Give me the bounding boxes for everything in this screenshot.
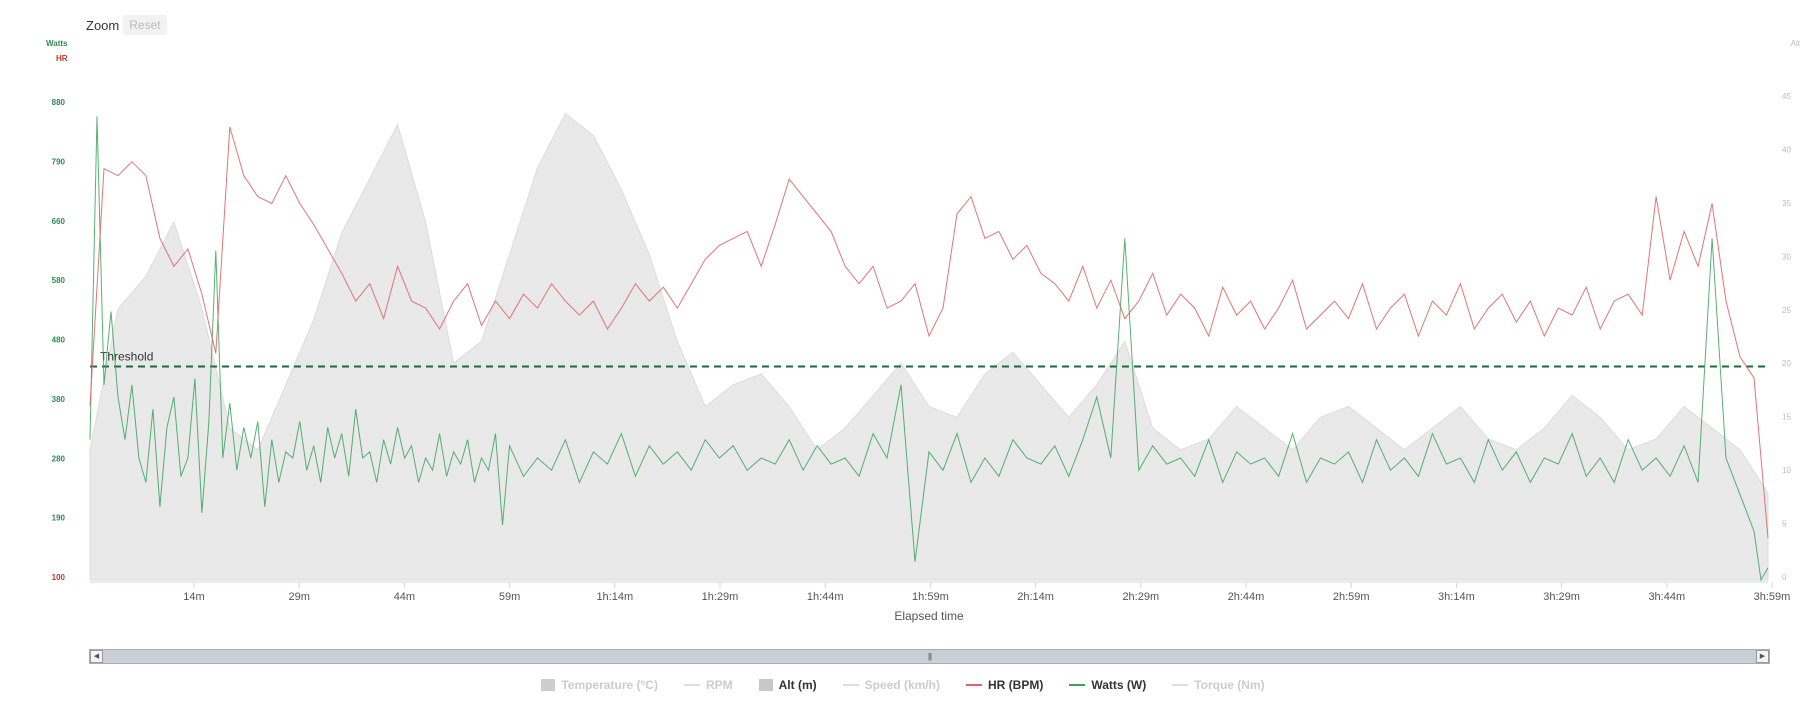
scroll-left-arrow[interactable]: ◀ <box>90 650 103 663</box>
legend-item[interactable]: Temperature (°C) <box>541 678 658 692</box>
legend-item[interactable]: Watts (W) <box>1069 678 1146 692</box>
legend-label: Alt (m) <box>778 678 817 692</box>
x-tick-label: 1h:59m <box>912 591 949 603</box>
legend-item[interactable]: HR (BPM) <box>965 678 1044 692</box>
hr-series <box>89 126 1769 539</box>
right-tick-label: 45 <box>1782 92 1791 101</box>
ride-chart[interactable]: Threshold 14m 29m 44m 59m 1h:14m 1h:29m 1h:44m… <box>0 0 1806 640</box>
left-tick-label: 580 <box>52 276 66 285</box>
right-tick-label: 0 <box>1782 573 1787 582</box>
legend-label: Torque (Nm) <box>1194 678 1265 692</box>
legend-label: RPM <box>705 678 733 692</box>
hr-line <box>89 126 1769 539</box>
x-tick-label: 3h:59m <box>1754 591 1791 603</box>
left-tick-label: 100 <box>52 573 66 582</box>
left-tick-label: 790 <box>52 157 66 166</box>
scroll-grip-icon[interactable]: ||| <box>927 652 932 661</box>
right-tick-label: 35 <box>1782 199 1791 208</box>
right-tick-label: 10 <box>1782 466 1791 475</box>
left-tick-label: 880 <box>52 98 66 107</box>
right-tick-label: 20 <box>1782 359 1791 368</box>
x-axis-title: Elapsed time <box>894 609 964 623</box>
right-tick-label: 40 <box>1782 145 1791 154</box>
legend-label: Watts (W) <box>1091 678 1147 692</box>
x-tick-label: 1h:44m <box>807 591 844 603</box>
left-tick-label: 380 <box>52 395 66 404</box>
x-tick-label: 3h:14m <box>1438 591 1475 603</box>
alt-series <box>89 112 1769 581</box>
x-tick-label: 59m <box>499 591 520 603</box>
x-tick-label: 1h:14m <box>596 591 633 603</box>
x-tick-label: 29m <box>288 591 309 603</box>
watts-axis-title: Watts <box>46 39 68 48</box>
legend-swatch-icon <box>758 679 773 691</box>
x-tick-label: 14m <box>183 591 204 603</box>
x-tick-label: 1h:29m <box>702 591 739 603</box>
legend-item[interactable]: RPM <box>683 678 733 692</box>
left-tick-label: 480 <box>52 336 66 345</box>
hr-axis-title: HR <box>56 54 68 63</box>
x-tick-label: 2h:29m <box>1122 591 1159 603</box>
right-tick-label: 5 <box>1782 520 1787 529</box>
chart-scrollbar[interactable]: ◀ ||| ▶ <box>89 649 1770 664</box>
chart-legend: Temperature (°C) RPM Alt (m) Speed (km/h) HR… <box>0 678 1806 692</box>
legend-swatch-icon <box>683 684 700 686</box>
scroll-right-arrow[interactable]: ▶ <box>1756 650 1769 663</box>
x-tick-label: 3h:29m <box>1543 591 1580 603</box>
x-tick-label: 2h:14m <box>1017 591 1054 603</box>
zoom-controls: Zoom Reset <box>86 14 167 36</box>
left-tick-label: 190 <box>52 514 66 523</box>
watts-line <box>89 116 1769 582</box>
left-tick-label: 660 <box>52 217 66 226</box>
legend-item[interactable]: Torque (Nm) <box>1172 678 1265 692</box>
right-tick-label: 30 <box>1782 252 1791 261</box>
threshold-label: Threshold <box>100 350 153 364</box>
chart-axes: 14m 29m 44m 59m 1h:14m 1h:29m 1h:44m 1h:59m 2h:1… <box>52 92 1792 623</box>
legend-label: Speed (km/h) <box>864 678 940 692</box>
x-tick-label: 2h:44m <box>1228 591 1265 603</box>
reset-zoom-button[interactable]: Reset <box>123 15 167 35</box>
alt-axis-title: Alt <box>1790 39 1800 48</box>
legend-label: Temperature (°C) <box>561 678 658 692</box>
right-tick-label: 25 <box>1782 306 1791 315</box>
legend-swatch-icon <box>1069 684 1086 686</box>
legend-swatch-icon <box>541 679 556 691</box>
legend-item[interactable]: Speed (km/h) <box>842 678 940 692</box>
x-tick-label: 44m <box>394 591 415 603</box>
zoom-label: Zoom <box>86 17 120 33</box>
legend-swatch-icon <box>965 684 982 686</box>
threshold-group: Threshold <box>90 350 1768 368</box>
x-tick-label: 2h:59m <box>1333 591 1370 603</box>
x-tick-label: 3h:44m <box>1648 591 1685 603</box>
legend-swatch-icon <box>1172 684 1189 686</box>
right-tick-label: 15 <box>1782 413 1791 422</box>
watts-series <box>89 116 1769 582</box>
legend-item[interactable]: Alt (m) <box>758 678 817 692</box>
legend-swatch-icon <box>842 684 859 686</box>
alt-area <box>89 112 1769 581</box>
left-tick-label: 280 <box>52 454 66 463</box>
legend-label: HR (BPM) <box>987 678 1044 692</box>
